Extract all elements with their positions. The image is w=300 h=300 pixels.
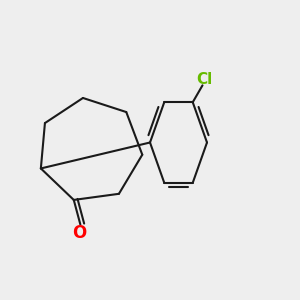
Text: O: O	[72, 224, 86, 242]
Text: Cl: Cl	[196, 72, 212, 87]
